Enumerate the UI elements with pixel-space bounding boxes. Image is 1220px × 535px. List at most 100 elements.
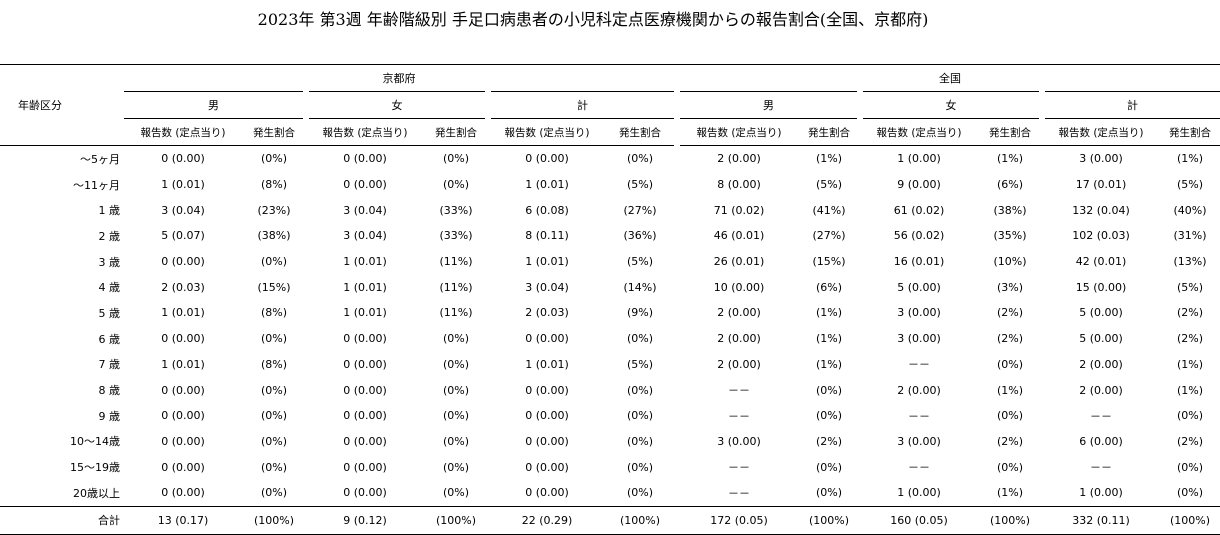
pct-cell: (2%): [996, 332, 1024, 346]
col-header-count: 報告数 (定点当り): [306, 118, 424, 146]
pct-cell: (0%): [626, 460, 654, 474]
count-cell: 0 (0.00): [525, 460, 569, 474]
total-row: 合計 13 (0.17) (100%) 9 (0.12) (100%) 22 (0.29)…: [0, 505, 1220, 535]
count-cell: 0 (0.00): [343, 383, 387, 397]
pct-cell: (0%): [260, 255, 288, 269]
pct-cell: (100%): [978, 505, 1042, 535]
pct-cell: (2%): [996, 434, 1024, 448]
count-cell: －－: [728, 486, 750, 500]
age-label: 3 歳: [98, 255, 121, 269]
pct-cell: (0%): [626, 409, 654, 423]
count-cell: 2 (0.00): [717, 357, 761, 371]
pct-cell: (1%): [1177, 357, 1204, 371]
pct-cell: (2%): [996, 306, 1024, 320]
sex-header-male: 男: [124, 91, 306, 119]
count-cell: 0 (0.00): [525, 486, 569, 500]
pct-cell: (0%): [260, 332, 288, 346]
count-cell: －－: [1090, 461, 1112, 475]
table-row: 2 歳 5 (0.07) (38%) 3 (0.04) (33%) 8 (0.11) (36…: [0, 223, 1220, 249]
age-label: 10～14歳: [70, 435, 120, 449]
pct-cell: (0%): [442, 332, 470, 346]
pct-cell: (41%): [812, 203, 846, 217]
table-row: 20歳以上 0 (0.00) (0%) 0 (0.00) (0%) 0 (0.00) (0%…: [0, 480, 1220, 506]
count-cell: 1 (0.00): [897, 486, 941, 500]
pct-cell: (33%): [439, 203, 473, 217]
count-cell: 0 (0.00): [161, 152, 205, 166]
pct-cell: (8%): [260, 357, 288, 371]
pct-cell: (6%): [815, 280, 843, 294]
pct-cell: (100%): [1160, 505, 1220, 535]
table-row: 1 歳 3 (0.04) (23%) 3 (0.04) (33%) 6 (0.08) (27…: [0, 197, 1220, 223]
count-cell: 17 (0.01): [1075, 178, 1127, 192]
pct-cell: (2%): [815, 434, 843, 448]
count-cell: －－: [908, 461, 930, 475]
pct-cell: (0%): [442, 357, 470, 371]
pct-cell: (13%): [1173, 255, 1207, 269]
col-header-pct: 発生割合: [1160, 118, 1220, 146]
count-cell: 332 (0.11): [1042, 505, 1160, 535]
count-cell: 2 (0.00): [717, 306, 761, 320]
count-cell: 0 (0.00): [525, 409, 569, 423]
pct-cell: (1%): [815, 152, 843, 166]
col-header-pct: 発生割合: [606, 118, 674, 146]
pct-cell: (0%): [442, 178, 470, 192]
age-label: 6 歳: [98, 332, 121, 346]
pct-cell: (15%): [812, 255, 846, 269]
pct-cell: (0%): [1177, 460, 1204, 474]
col-header-count: 報告数 (定点当り): [488, 118, 606, 146]
count-cell: 1 (0.01): [525, 357, 569, 371]
count-cell: 0 (0.00): [343, 357, 387, 371]
age-header: 年齢区分: [0, 64, 124, 146]
count-cell: 0 (0.00): [343, 434, 387, 448]
pct-cell: (14%): [623, 280, 657, 294]
count-cell: 0 (0.00): [525, 383, 569, 397]
count-cell: 9 (0.12): [306, 505, 424, 535]
pct-cell: (0%): [260, 460, 288, 474]
count-cell: 1 (0.01): [525, 178, 569, 192]
age-label: 7 歳: [98, 358, 121, 372]
count-cell: 1 (0.01): [343, 280, 387, 294]
count-cell: －－: [1090, 409, 1112, 423]
pct-cell: (11%): [439, 280, 473, 294]
pct-cell: (23%): [257, 203, 291, 217]
col-header-pct: 発生割合: [242, 118, 306, 146]
sex-header-female: 女: [857, 91, 1042, 119]
table-row: 15～19歳 0 (0.00) (0%) 0 (0.00) (0%) 0 (0.00) (0…: [0, 454, 1220, 480]
sex-header-female: 女: [303, 91, 488, 119]
table-row: 4 歳 2 (0.03) (15%) 1 (0.01) (11%) 3 (0.04) (14…: [0, 274, 1220, 300]
age-label: ～11ヶ月: [73, 178, 120, 192]
pct-cell: (2%): [1177, 306, 1204, 320]
pct-cell: (5%): [626, 255, 654, 269]
pct-cell: (10%): [993, 255, 1027, 269]
pct-cell: (100%): [606, 505, 674, 535]
count-cell: 8 (0.11): [525, 229, 569, 243]
pct-cell: (9%): [626, 306, 654, 320]
count-cell: 22 (0.29): [488, 505, 606, 535]
pct-cell: (0%): [626, 383, 654, 397]
pct-cell: (0%): [815, 486, 843, 500]
pct-cell: (0%): [996, 357, 1024, 371]
count-cell: 2 (0.00): [1079, 357, 1123, 371]
pct-cell: (15%): [257, 280, 291, 294]
age-label: 4 歳: [98, 281, 121, 295]
count-cell: 3 (0.00): [1079, 152, 1123, 166]
pct-cell: (1%): [815, 357, 843, 371]
count-cell: 160 (0.05): [860, 505, 978, 535]
age-label: ～5ヶ月: [80, 152, 120, 166]
table-row: 7 歳 1 (0.01) (8%) 0 (0.00) (0%) 1 (0.01) (5%) 2…: [0, 352, 1220, 378]
count-cell: 2 (0.00): [1079, 383, 1123, 397]
count-cell: 2 (0.00): [717, 332, 761, 346]
count-cell: 26 (0.01): [713, 255, 765, 269]
count-cell: 42 (0.01): [1075, 255, 1127, 269]
count-cell: 0 (0.00): [525, 434, 569, 448]
pct-cell: (0%): [626, 486, 654, 500]
table-row: 6 歳 0 (0.00) (0%) 0 (0.00) (0%) 0 (0.00) (0%) 2…: [0, 326, 1220, 352]
pct-cell: (0%): [260, 152, 288, 166]
table-row: 3 歳 0 (0.00) (0%) 1 (0.01) (11%) 1 (0.01) (5%)…: [0, 249, 1220, 275]
pct-cell: (0%): [815, 409, 843, 423]
count-cell: 5 (0.00): [1079, 332, 1123, 346]
pct-cell: (0%): [442, 409, 470, 423]
count-cell: 0 (0.00): [343, 178, 387, 192]
count-cell: 0 (0.00): [343, 409, 387, 423]
count-cell: 46 (0.01): [713, 229, 765, 243]
